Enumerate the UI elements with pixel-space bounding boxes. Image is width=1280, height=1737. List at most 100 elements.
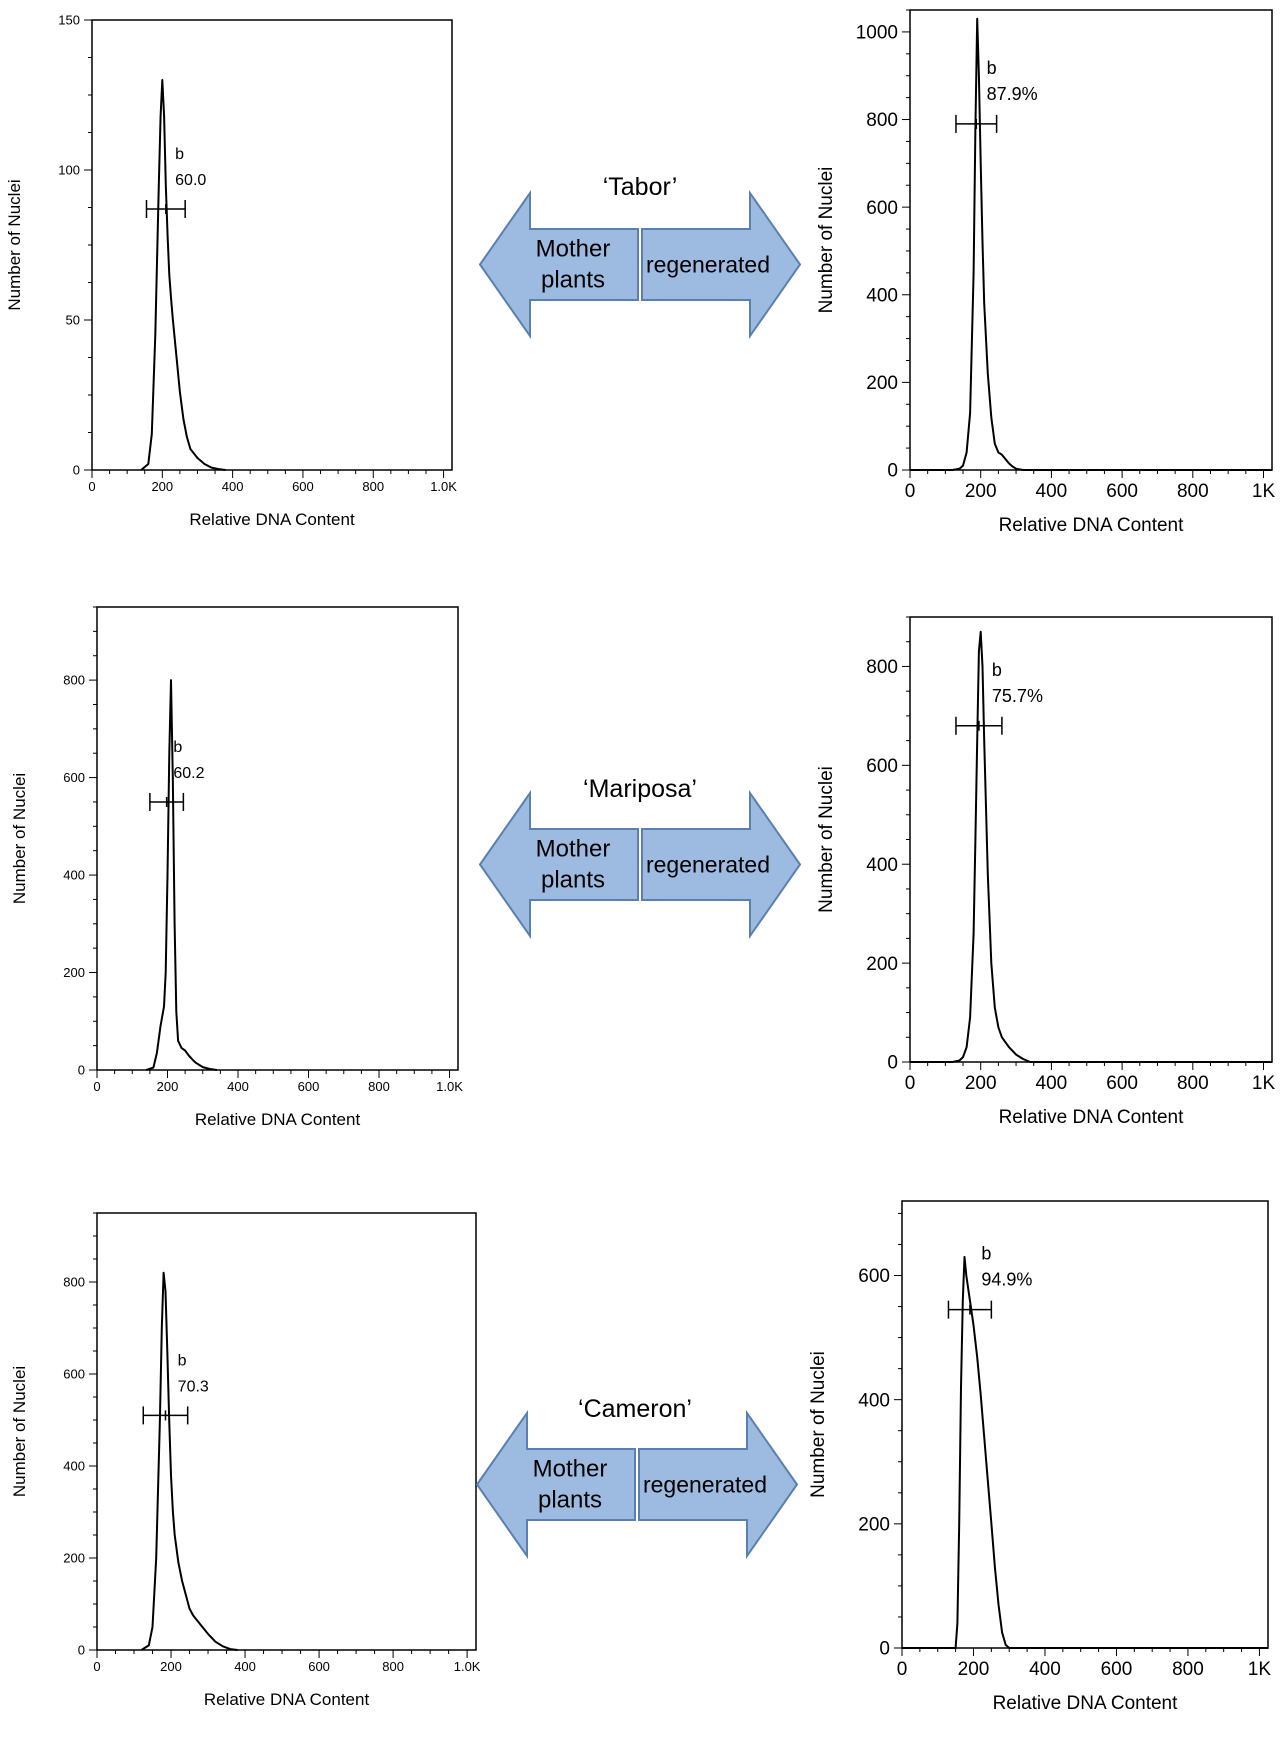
x-tick-label: 0 — [93, 1079, 100, 1094]
arrow-label-regenerated: regenerated — [646, 852, 770, 878]
y-axis-label: Number of Nuclei — [808, 1351, 829, 1498]
y-tick-label: 800 — [63, 673, 85, 688]
x-axis-label: Relative DNA Content — [189, 510, 355, 529]
y-tick-label: 50 — [66, 313, 80, 328]
gate-value: 87.9% — [987, 84, 1038, 104]
x-tick-label: 0 — [905, 1073, 916, 1094]
plot-frame — [901, 1200, 1269, 1649]
x-tick-label: 600 — [1101, 1659, 1133, 1680]
arrow-left-mother — [475, 1409, 636, 1560]
x-tick-label: 200 — [157, 1079, 179, 1094]
x-tick-label: 800 — [368, 1079, 390, 1094]
y-axis-label: Number of Nuclei — [816, 167, 837, 314]
x-tick-label: 1K — [1248, 1659, 1272, 1680]
y-tick-label: 0 — [78, 1063, 85, 1078]
x-tick-label: 600 — [1106, 481, 1138, 502]
x-axis-label: Relative DNA Content — [999, 515, 1185, 536]
gate-label: b — [175, 146, 184, 163]
x-tick-label: 200 — [965, 481, 997, 502]
arrow-left-mother — [478, 189, 639, 340]
x-tick-label: 1K — [1252, 1073, 1276, 1094]
y-tick-label: 600 — [63, 770, 85, 785]
x-tick-label: 400 — [1029, 1659, 1061, 1680]
gate-label: b — [173, 739, 182, 756]
arrow-label-regenerated: regenerated — [643, 1472, 767, 1498]
gate-label: b — [987, 58, 997, 78]
arrow-label-plants: plants — [541, 267, 605, 294]
x-tick-label: 200 — [965, 1073, 997, 1094]
connector-label-mariposa: ‘Mariposa’ — [583, 775, 697, 803]
plot-frame — [96, 1212, 477, 1651]
histogram-line — [146, 679, 218, 1071]
x-tick-label: 600 — [308, 1659, 330, 1674]
arrow-label-mother: Mother — [533, 1456, 608, 1483]
y-tick-label: 600 — [866, 756, 898, 777]
x-tick-label: 1.0K — [454, 1659, 481, 1674]
y-tick-label: 600 — [858, 1266, 890, 1287]
x-tick-label: 0 — [905, 481, 916, 502]
plot-frame — [96, 606, 459, 1071]
plot-frame — [909, 616, 1273, 1063]
x-tick-label: 400 — [234, 1659, 256, 1674]
y-tick-label: 200 — [866, 954, 898, 975]
gate-label: b — [178, 1352, 187, 1369]
histogram-line — [910, 630, 1272, 1063]
x-tick-label: 800 — [362, 479, 384, 494]
arrow-left-mother — [478, 789, 639, 940]
y-tick-label: 0 — [78, 1643, 85, 1658]
x-tick-label: 600 — [292, 479, 314, 494]
y-tick-label: 600 — [866, 198, 898, 219]
y-tick-label: 800 — [866, 110, 898, 131]
y-tick-label: 800 — [63, 1275, 85, 1290]
arrow-right-regenerated — [641, 789, 802, 940]
x-axis-label: Relative DNA Content — [999, 1107, 1185, 1128]
y-tick-label: 0 — [887, 1053, 898, 1074]
arrow-right-regenerated — [638, 1409, 799, 1560]
gate-value: 75.7% — [992, 686, 1043, 706]
y-tick-label: 200 — [858, 1514, 890, 1535]
y-tick-label: 0 — [887, 461, 898, 482]
plot-frame — [909, 9, 1273, 471]
y-axis-label: Number of Nuclei — [816, 766, 837, 913]
x-tick-label: 0 — [897, 1659, 908, 1680]
x-axis-label: Relative DNA Content — [195, 1110, 361, 1129]
x-tick-label: 200 — [151, 479, 173, 494]
gate-label: b — [981, 1244, 991, 1264]
connector-label-cameron: ‘Cameron’ — [578, 1395, 692, 1423]
connector-label-tabor: ‘Tabor’ — [602, 173, 678, 201]
x-tick-label: 1K — [1252, 481, 1276, 502]
arrow-label-plants: plants — [538, 1487, 602, 1514]
x-axis-label: Relative DNA Content — [993, 1693, 1179, 1714]
y-tick-label: 400 — [63, 868, 85, 883]
x-tick-label: 400 — [1036, 1073, 1068, 1094]
x-tick-label: 0 — [93, 1659, 100, 1674]
x-tick-label: 200 — [160, 1659, 182, 1674]
y-tick-label: 200 — [63, 1551, 85, 1566]
y-tick-label: 0 — [73, 463, 80, 478]
y-tick-label: 200 — [63, 965, 85, 980]
plot-frame — [91, 19, 453, 471]
gate-value: 70.3 — [178, 1378, 209, 1395]
x-axis-label: Relative DNA Content — [204, 1690, 370, 1709]
x-tick-label: 800 — [382, 1659, 404, 1674]
x-tick-label: 400 — [1036, 481, 1068, 502]
y-tick-label: 800 — [866, 657, 898, 678]
gate-label: b — [992, 660, 1002, 680]
arrow-right-regenerated — [641, 189, 802, 340]
arrow-label-regenerated: regenerated — [646, 252, 770, 278]
histogram-line — [910, 17, 1272, 471]
y-tick-label: 150 — [58, 13, 80, 28]
x-tick-label: 1.0K — [430, 479, 457, 494]
y-tick-label: 1000 — [856, 23, 898, 44]
y-tick-label: 400 — [63, 1459, 85, 1474]
histogram-line — [140, 79, 226, 471]
x-tick-label: 800 — [1172, 1659, 1204, 1680]
y-axis-label: Number of Nuclei — [10, 1366, 29, 1497]
y-tick-label: 400 — [866, 855, 898, 876]
x-tick-label: 400 — [227, 1079, 249, 1094]
y-tick-label: 0 — [879, 1639, 890, 1660]
arrow-label-mother: Mother — [536, 836, 611, 863]
x-tick-label: 200 — [958, 1659, 990, 1680]
x-tick-label: 600 — [298, 1079, 320, 1094]
